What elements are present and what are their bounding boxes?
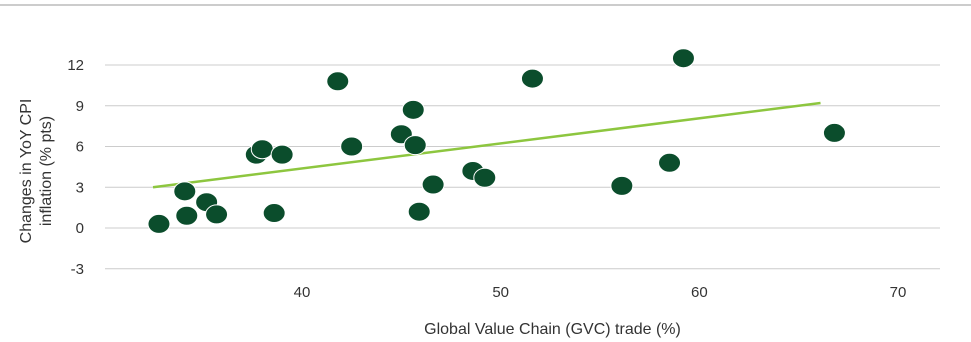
y-tick-label: 6 (76, 139, 84, 156)
data-point (147, 213, 171, 234)
x-tick-label: 40 (294, 284, 311, 301)
y-tick-label: 0 (76, 220, 84, 237)
trendline-layer (152, 101, 821, 189)
data-point (340, 136, 364, 157)
data-point (658, 152, 682, 173)
x-tick-labels: 40 50 60 70 (294, 284, 907, 301)
data-point (173, 181, 197, 202)
trendline (152, 101, 821, 189)
grid-layer (105, 64, 940, 270)
data-point (250, 139, 274, 160)
data-point (671, 48, 695, 69)
data-point (473, 167, 497, 188)
y-axis-title-line-1: Changes in YoY CPI (18, 99, 35, 244)
x-tick-label: 60 (691, 284, 708, 301)
data-point (205, 204, 229, 225)
data-point (326, 71, 350, 92)
x-axis-title: Global Value Chain (GVC) trade (%) (424, 321, 681, 338)
y-tick-label: 9 (76, 98, 84, 115)
data-point (421, 174, 445, 195)
y-tick-label: 12 (67, 57, 84, 74)
data-point (175, 205, 199, 226)
data-point (610, 175, 634, 196)
points-layer (147, 48, 846, 234)
data-point (403, 135, 427, 156)
data-point (262, 203, 286, 224)
data-point (407, 201, 431, 222)
x-tick-label: 70 (890, 284, 907, 301)
data-point (822, 122, 846, 143)
y-tick-label: -3 (71, 261, 84, 278)
y-tick-label: 3 (76, 179, 84, 196)
data-point (401, 99, 425, 120)
y-axis-title-line-2: inflation (% pts) (38, 116, 55, 226)
x-tick-label: 50 (492, 284, 509, 301)
y-tick-labels: -3 0 3 6 9 12 (67, 57, 84, 278)
data-point (270, 144, 294, 165)
data-point (520, 68, 544, 89)
